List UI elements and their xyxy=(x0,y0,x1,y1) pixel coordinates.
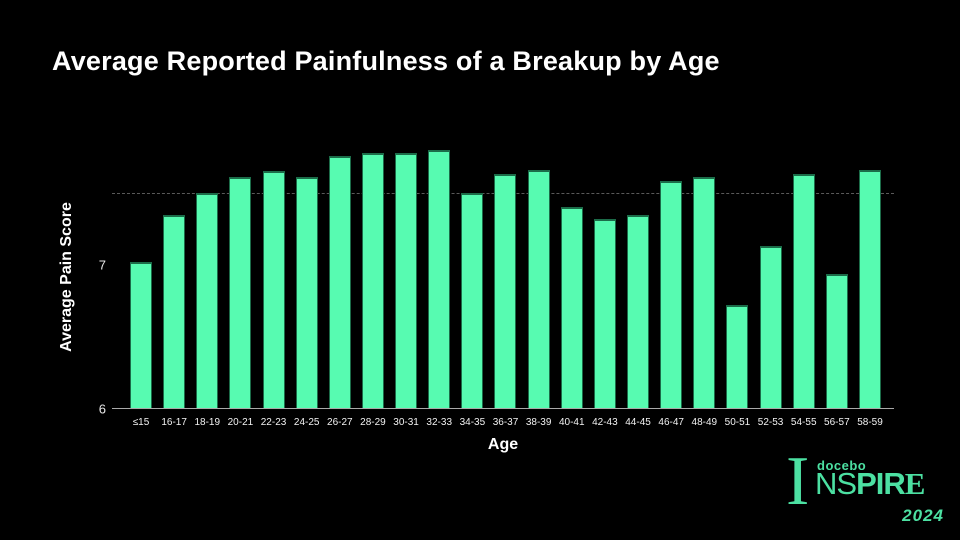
logo-brand-docebo: docebo xyxy=(817,458,867,473)
bar xyxy=(825,273,848,409)
x-axis-line xyxy=(112,408,894,409)
bar xyxy=(527,169,550,409)
bar xyxy=(461,193,484,409)
logo-initial-i: I xyxy=(786,443,810,520)
bar xyxy=(593,218,616,409)
bar xyxy=(858,169,881,409)
logo-letter: P xyxy=(856,466,877,501)
bar xyxy=(759,246,782,409)
x-tick-label: 22-23 xyxy=(260,417,287,428)
chart-title: Average Reported Painfulness of a Breaku… xyxy=(52,46,720,76)
logo-letter: R xyxy=(883,466,905,501)
bar xyxy=(196,193,219,409)
y-tick-label: 7 xyxy=(98,257,106,273)
bar xyxy=(560,207,583,409)
bar xyxy=(792,174,815,409)
bar xyxy=(361,152,384,409)
bar xyxy=(726,305,749,409)
x-tick-label: 18-19 xyxy=(194,417,221,428)
x-tick-label: 58-59 xyxy=(857,417,883,428)
x-tick-label: 38-39 xyxy=(525,417,552,428)
logo-wordmark-nspire: NSPIRE xyxy=(815,466,926,501)
bar xyxy=(262,171,285,409)
x-tick-label: 20-21 xyxy=(227,417,254,428)
x-tick-label: 48-49 xyxy=(691,417,718,428)
y-tick-label: 6 xyxy=(98,401,106,417)
x-tick-label: 54-55 xyxy=(790,417,817,428)
x-tick-label: 42-43 xyxy=(592,417,618,428)
y-axis-title: Average Pain Score xyxy=(58,202,75,352)
logo-letter: I xyxy=(875,466,885,501)
x-tick-label: 50-51 xyxy=(724,417,751,428)
x-tick-label: 46-47 xyxy=(658,417,684,428)
bar xyxy=(328,155,351,409)
x-tick-label: 26-27 xyxy=(327,417,353,428)
x-tick-label: 52-53 xyxy=(757,417,784,428)
logo-letter: N xyxy=(815,466,837,501)
x-axis-title: Age xyxy=(487,436,519,453)
bar xyxy=(428,149,451,409)
x-tick-label: 24-25 xyxy=(293,417,320,428)
docebo-inspire-2024-logo: I docebo NSPIRE 2024 xyxy=(786,447,944,526)
bar xyxy=(660,181,683,409)
x-tick-label: 28-29 xyxy=(360,417,386,428)
x-tick-label: 34-35 xyxy=(459,417,486,428)
x-tick-label: 32-33 xyxy=(426,417,453,428)
bar xyxy=(627,214,650,409)
bar xyxy=(395,152,418,409)
x-tick-label: ≤15 xyxy=(132,417,150,428)
bar xyxy=(693,177,716,409)
bar xyxy=(163,214,186,409)
logo-letter: E xyxy=(904,466,926,501)
x-tick-label: 16-17 xyxy=(161,417,187,428)
bar xyxy=(494,174,517,409)
x-tick-label: 44-45 xyxy=(625,417,651,428)
bar xyxy=(130,262,152,409)
logo-year: 2024 xyxy=(902,506,944,525)
bar xyxy=(295,177,318,409)
x-tick-label: 56-57 xyxy=(824,417,850,428)
bar xyxy=(229,177,252,409)
x-tick-label: 30-31 xyxy=(393,417,419,428)
x-tick-label: 36-37 xyxy=(492,417,519,428)
x-tick-label: 40-41 xyxy=(558,417,585,428)
logo-letter: S xyxy=(836,466,857,501)
plot-area: 6 7 ≤15 16-17 18-19 20-21 22-23 24-25 26-27 28-2… xyxy=(99,140,894,428)
